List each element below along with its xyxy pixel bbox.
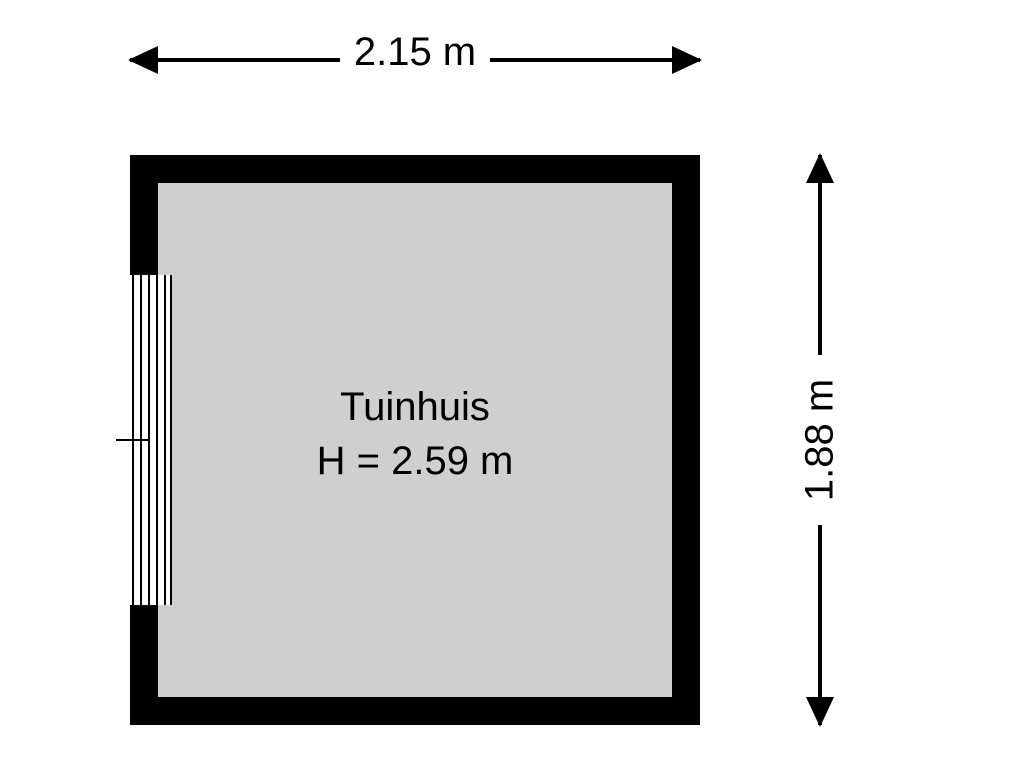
dimension-right: 1.88 m bbox=[790, 155, 850, 725]
floorplan: Tuinhuis H = 2.59 m bbox=[130, 155, 700, 725]
wall-right bbox=[672, 155, 700, 725]
dimension-line bbox=[490, 58, 700, 62]
dimension-height-label: 1.88 m bbox=[798, 379, 843, 501]
dimension-line bbox=[818, 525, 822, 725]
wall-top bbox=[130, 155, 700, 183]
dimension-width-label: 2.15 m bbox=[130, 30, 700, 75]
arrow-down-icon bbox=[806, 697, 834, 727]
wall-left-upper bbox=[130, 155, 158, 275]
room-name: Tuinhuis bbox=[158, 380, 672, 434]
wall-bottom bbox=[130, 697, 700, 725]
wall-left-lower bbox=[130, 605, 158, 725]
room-height: H = 2.59 m bbox=[158, 434, 672, 488]
window-tick bbox=[116, 439, 150, 441]
arrow-right-icon bbox=[672, 46, 702, 74]
dimension-line bbox=[818, 155, 822, 355]
room-label: Tuinhuis H = 2.59 m bbox=[158, 380, 672, 488]
floorplan-canvas: 2.15 m 1.88 m Tuinhuis H = 2.59 bbox=[0, 0, 1024, 768]
dimension-top: 2.15 m bbox=[130, 30, 700, 90]
